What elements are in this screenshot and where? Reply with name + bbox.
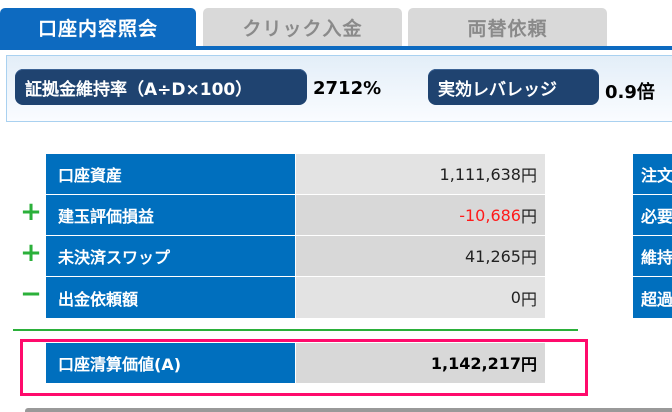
total-value: 1,142,217 円 [296,343,545,383]
right-table-row: 維持 [633,236,672,276]
row-label: 出金依頼額 [46,277,295,318]
tab-account-summary[interactable]: 口座内容照会 [0,8,196,47]
table-row: 口座資産 1,111,638 円 [46,154,545,194]
minus-icon: − [20,279,42,309]
margin-ratio-label: 証拠金維持率（A÷D×100） [15,69,307,105]
bottom-panel-edge [25,408,672,412]
row-label: 建玉評価損益 [46,195,295,235]
row-value: 41,265 円 [296,236,545,276]
row-label: 口座資産 [46,154,295,194]
total-label: 口座清算価値(A) [46,343,295,383]
tab-underline [0,46,672,50]
right-table-row: 必要 [633,195,672,235]
tab-exchange-request[interactable]: 両替依頼 [408,8,607,47]
table-row: 建玉評価損益 -10,686 円 [46,195,545,235]
row-value: -10,686 円 [296,195,545,235]
info-bar: 証拠金維持率（A÷D×100） 2712% 実効レバレッジ 0.9倍 [6,55,672,122]
leverage-label: 実効レバレッジ [428,69,599,105]
plus-icon: + [20,238,42,268]
right-table-row: 超過 [633,277,672,318]
margin-ratio-value: 2712% [313,78,382,99]
total-highlight [20,339,588,396]
divider [13,329,578,331]
leverage-value: 0.9倍 [605,82,655,103]
row-label: 未決済スワップ [46,236,295,276]
plus-icon: + [20,197,42,227]
row-value: 1,111,638 円 [296,154,545,194]
right-table-row: 注文 [633,154,672,194]
tab-click-deposit[interactable]: クリック入金 [203,8,402,47]
table-row: 未決済スワップ 41,265 円 [46,236,545,276]
total-row: 口座清算価値(A) 1,142,217 円 [46,343,545,383]
